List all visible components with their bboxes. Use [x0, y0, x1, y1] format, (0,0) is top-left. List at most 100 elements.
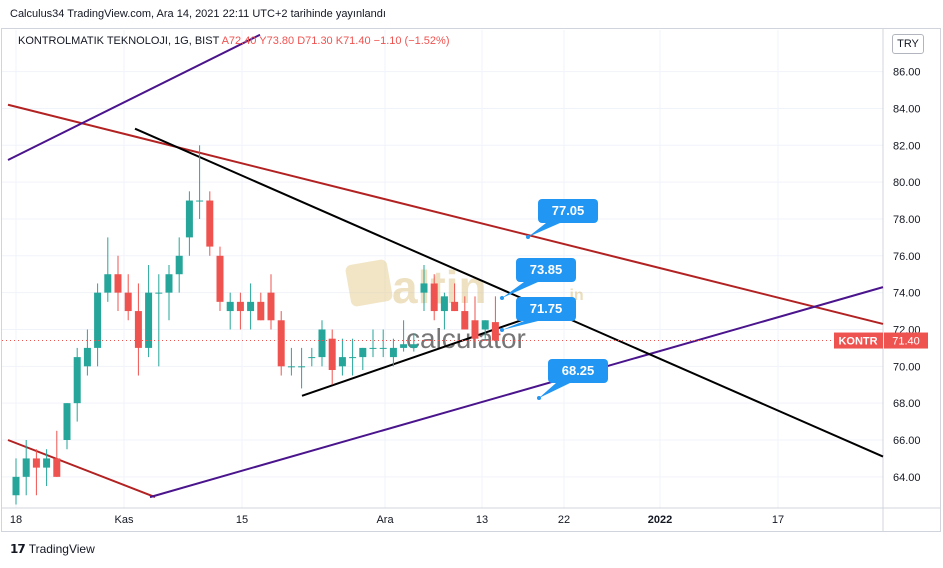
symbol-bar: KONTROLMATIK TEKNOLOJI, 1G, BIST A72.40 …	[18, 35, 449, 47]
candle-body[interactable]	[451, 301, 459, 312]
symbol-title[interactable]: KONTROLMATIK TEKNOLOJI, 1G, BIST	[18, 35, 220, 47]
candle-body[interactable]	[298, 366, 306, 368]
candle-body[interactable]	[165, 274, 173, 293]
y-tick-label: 66.00	[893, 435, 921, 447]
y-tick-label: 74.00	[893, 288, 921, 300]
candle-body[interactable]	[379, 347, 387, 349]
footer-brand[interactable]: TradingView	[28, 542, 95, 556]
x-tick-label: 15	[236, 514, 248, 526]
footer: 𝟭𝟳 TradingView	[10, 542, 95, 556]
candle-body[interactable]	[267, 292, 275, 321]
candle-body[interactable]	[349, 357, 357, 359]
callout-label: 73.85	[530, 262, 563, 277]
candle-body[interactable]	[461, 311, 469, 330]
candle-body[interactable]	[73, 357, 81, 404]
x-tick-label: Ara	[376, 514, 394, 526]
candle-body[interactable]	[104, 274, 112, 293]
candle-body[interactable]	[247, 301, 255, 312]
y-tick-label: 76.00	[893, 251, 921, 263]
candle-body[interactable]	[369, 347, 377, 349]
callout-label: 71.75	[530, 301, 563, 316]
candle-body[interactable]	[32, 458, 40, 468]
candle-body[interactable]	[134, 311, 142, 348]
candle-body[interactable]	[53, 458, 61, 477]
candle-body[interactable]	[43, 458, 51, 468]
tradingview-logo-icon[interactable]: 𝟭𝟳	[10, 542, 26, 556]
y-tick-label: 80.00	[893, 177, 921, 189]
x-tick-label: 13	[476, 514, 488, 526]
black-uptrend-line[interactable]	[301, 310, 549, 397]
callout-box[interactable]	[516, 297, 576, 321]
callout-label: 68.25	[562, 363, 595, 378]
watermark-logo-icon	[345, 259, 393, 307]
x-tick-label: 17	[772, 514, 784, 526]
candle-body[interactable]	[12, 476, 20, 496]
callout-box[interactable]	[548, 359, 608, 383]
callout-box[interactable]	[516, 258, 576, 282]
callout-label: 77.05	[552, 203, 585, 218]
candle-body[interactable]	[287, 366, 295, 368]
symbol-tag-label: KONTR	[838, 336, 877, 348]
y-tick-label: 70.00	[893, 361, 921, 373]
callout-pointer	[502, 282, 538, 298]
candle-body[interactable]	[185, 200, 193, 238]
candle-body[interactable]	[196, 200, 204, 202]
callout-pointer	[528, 223, 560, 237]
candle-body[interactable]	[145, 292, 153, 348]
candle-body[interactable]	[83, 347, 91, 367]
currency-button[interactable]: TRY	[892, 34, 924, 54]
candle-body[interactable]	[389, 347, 397, 358]
last-price-label: 71.40	[892, 336, 920, 348]
callout-box[interactable]	[538, 199, 598, 223]
purple-upper-line[interactable]	[7, 33, 261, 161]
candle-body[interactable]	[277, 320, 285, 367]
candle-body[interactable]	[410, 344, 418, 348]
callout-anchor-dot	[500, 328, 504, 332]
candle-body[interactable]	[440, 296, 448, 312]
candle-body[interactable]	[420, 283, 428, 293]
candle-body[interactable]	[94, 292, 102, 348]
callout-anchor-dot	[500, 296, 504, 300]
candle-body[interactable]	[491, 322, 499, 341]
candle-body[interactable]	[155, 292, 163, 294]
publish-header: Calculus34 TradingView.com, Ara 14, 2021…	[10, 8, 386, 20]
candle-body[interactable]	[328, 338, 336, 371]
candle-body[interactable]	[257, 301, 265, 321]
y-tick-label: 86.00	[893, 67, 921, 79]
candle-body[interactable]	[400, 344, 408, 348]
candle-body[interactable]	[430, 283, 438, 312]
purple-support-line[interactable]	[149, 286, 884, 499]
chart-frame	[1, 28, 941, 532]
candle-body[interactable]	[63, 403, 71, 440]
candle-body[interactable]	[216, 255, 224, 302]
candle-body[interactable]	[471, 320, 479, 339]
candle-body[interactable]	[338, 357, 346, 367]
x-tick-label: 2022	[648, 514, 672, 526]
candle-body[interactable]	[206, 200, 214, 247]
candle-body[interactable]	[124, 292, 132, 312]
callout-anchor-dot	[537, 396, 541, 400]
candle-body[interactable]	[359, 347, 367, 358]
y-tick-label: 84.00	[893, 103, 921, 115]
x-tick-label: 18	[10, 514, 22, 526]
symbol-price-tag	[834, 332, 883, 349]
last-price-tag	[884, 332, 928, 349]
red-resistance-line[interactable]	[7, 103, 884, 325]
candle-body[interactable]	[318, 329, 326, 358]
ohlc-values: A72.40 Y73.80 D71.30 K71.40 −1.10 (−1.52…	[221, 35, 450, 47]
candle-body[interactable]	[308, 357, 316, 359]
candle-body[interactable]	[226, 301, 234, 312]
y-tick-label: 68.00	[893, 398, 921, 410]
candle-body[interactable]	[175, 255, 183, 275]
candle-body[interactable]	[481, 320, 489, 330]
x-tick-label: Kas	[115, 514, 134, 526]
candle-body[interactable]	[22, 458, 30, 477]
callout-pointer	[539, 383, 570, 398]
candle-body[interactable]	[236, 301, 244, 312]
watermark-text: altin	[392, 261, 487, 313]
y-tick-label: 78.00	[893, 214, 921, 226]
black-downtrend-line[interactable]	[134, 127, 884, 458]
candle-body[interactable]	[114, 274, 122, 293]
red-lower-line[interactable]	[7, 439, 156, 499]
